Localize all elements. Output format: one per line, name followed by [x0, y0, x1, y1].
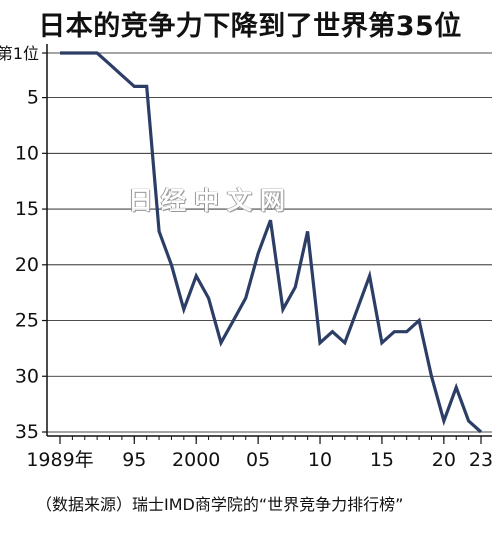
x-axis-ticks: 1989年 95 2000 05 10 15 20 23 — [26, 436, 493, 471]
x-tick-label: 10 — [308, 449, 332, 471]
x-tick-label: 15 — [370, 449, 394, 471]
chart-title: 日本的竞争力下降到了世界第35位 — [38, 11, 462, 42]
x-tick-label: 05 — [246, 449, 270, 471]
axes — [46, 44, 492, 437]
series-line — [60, 51, 483, 434]
x-tick-label: 23 — [469, 449, 493, 471]
y-tick-label: 第1位 — [0, 44, 39, 63]
x-tick-label: 20 — [432, 449, 456, 471]
gridlines — [47, 52, 492, 433]
x-tick-label: 1989年 — [26, 449, 93, 471]
y-tick-label: 25 — [15, 310, 39, 332]
y-tick-label: 5 — [27, 87, 39, 109]
y-tick-label: 10 — [15, 142, 39, 164]
y-axis-ticks: 第1位 5 10 15 20 25 30 35 — [0, 44, 47, 443]
watermark: 日经中文网 — [128, 186, 294, 215]
y-tick-label: 35 — [15, 421, 39, 443]
y-tick-label: 30 — [15, 365, 39, 387]
x-tick-label: 2000 — [172, 449, 220, 471]
y-tick-label: 15 — [15, 198, 39, 220]
x-tick-label: 95 — [122, 449, 146, 471]
y-tick-label: 20 — [15, 254, 39, 276]
source-note: （数据来源）瑞士IMD商学院的“世界竞争力排行榜” — [36, 495, 404, 514]
